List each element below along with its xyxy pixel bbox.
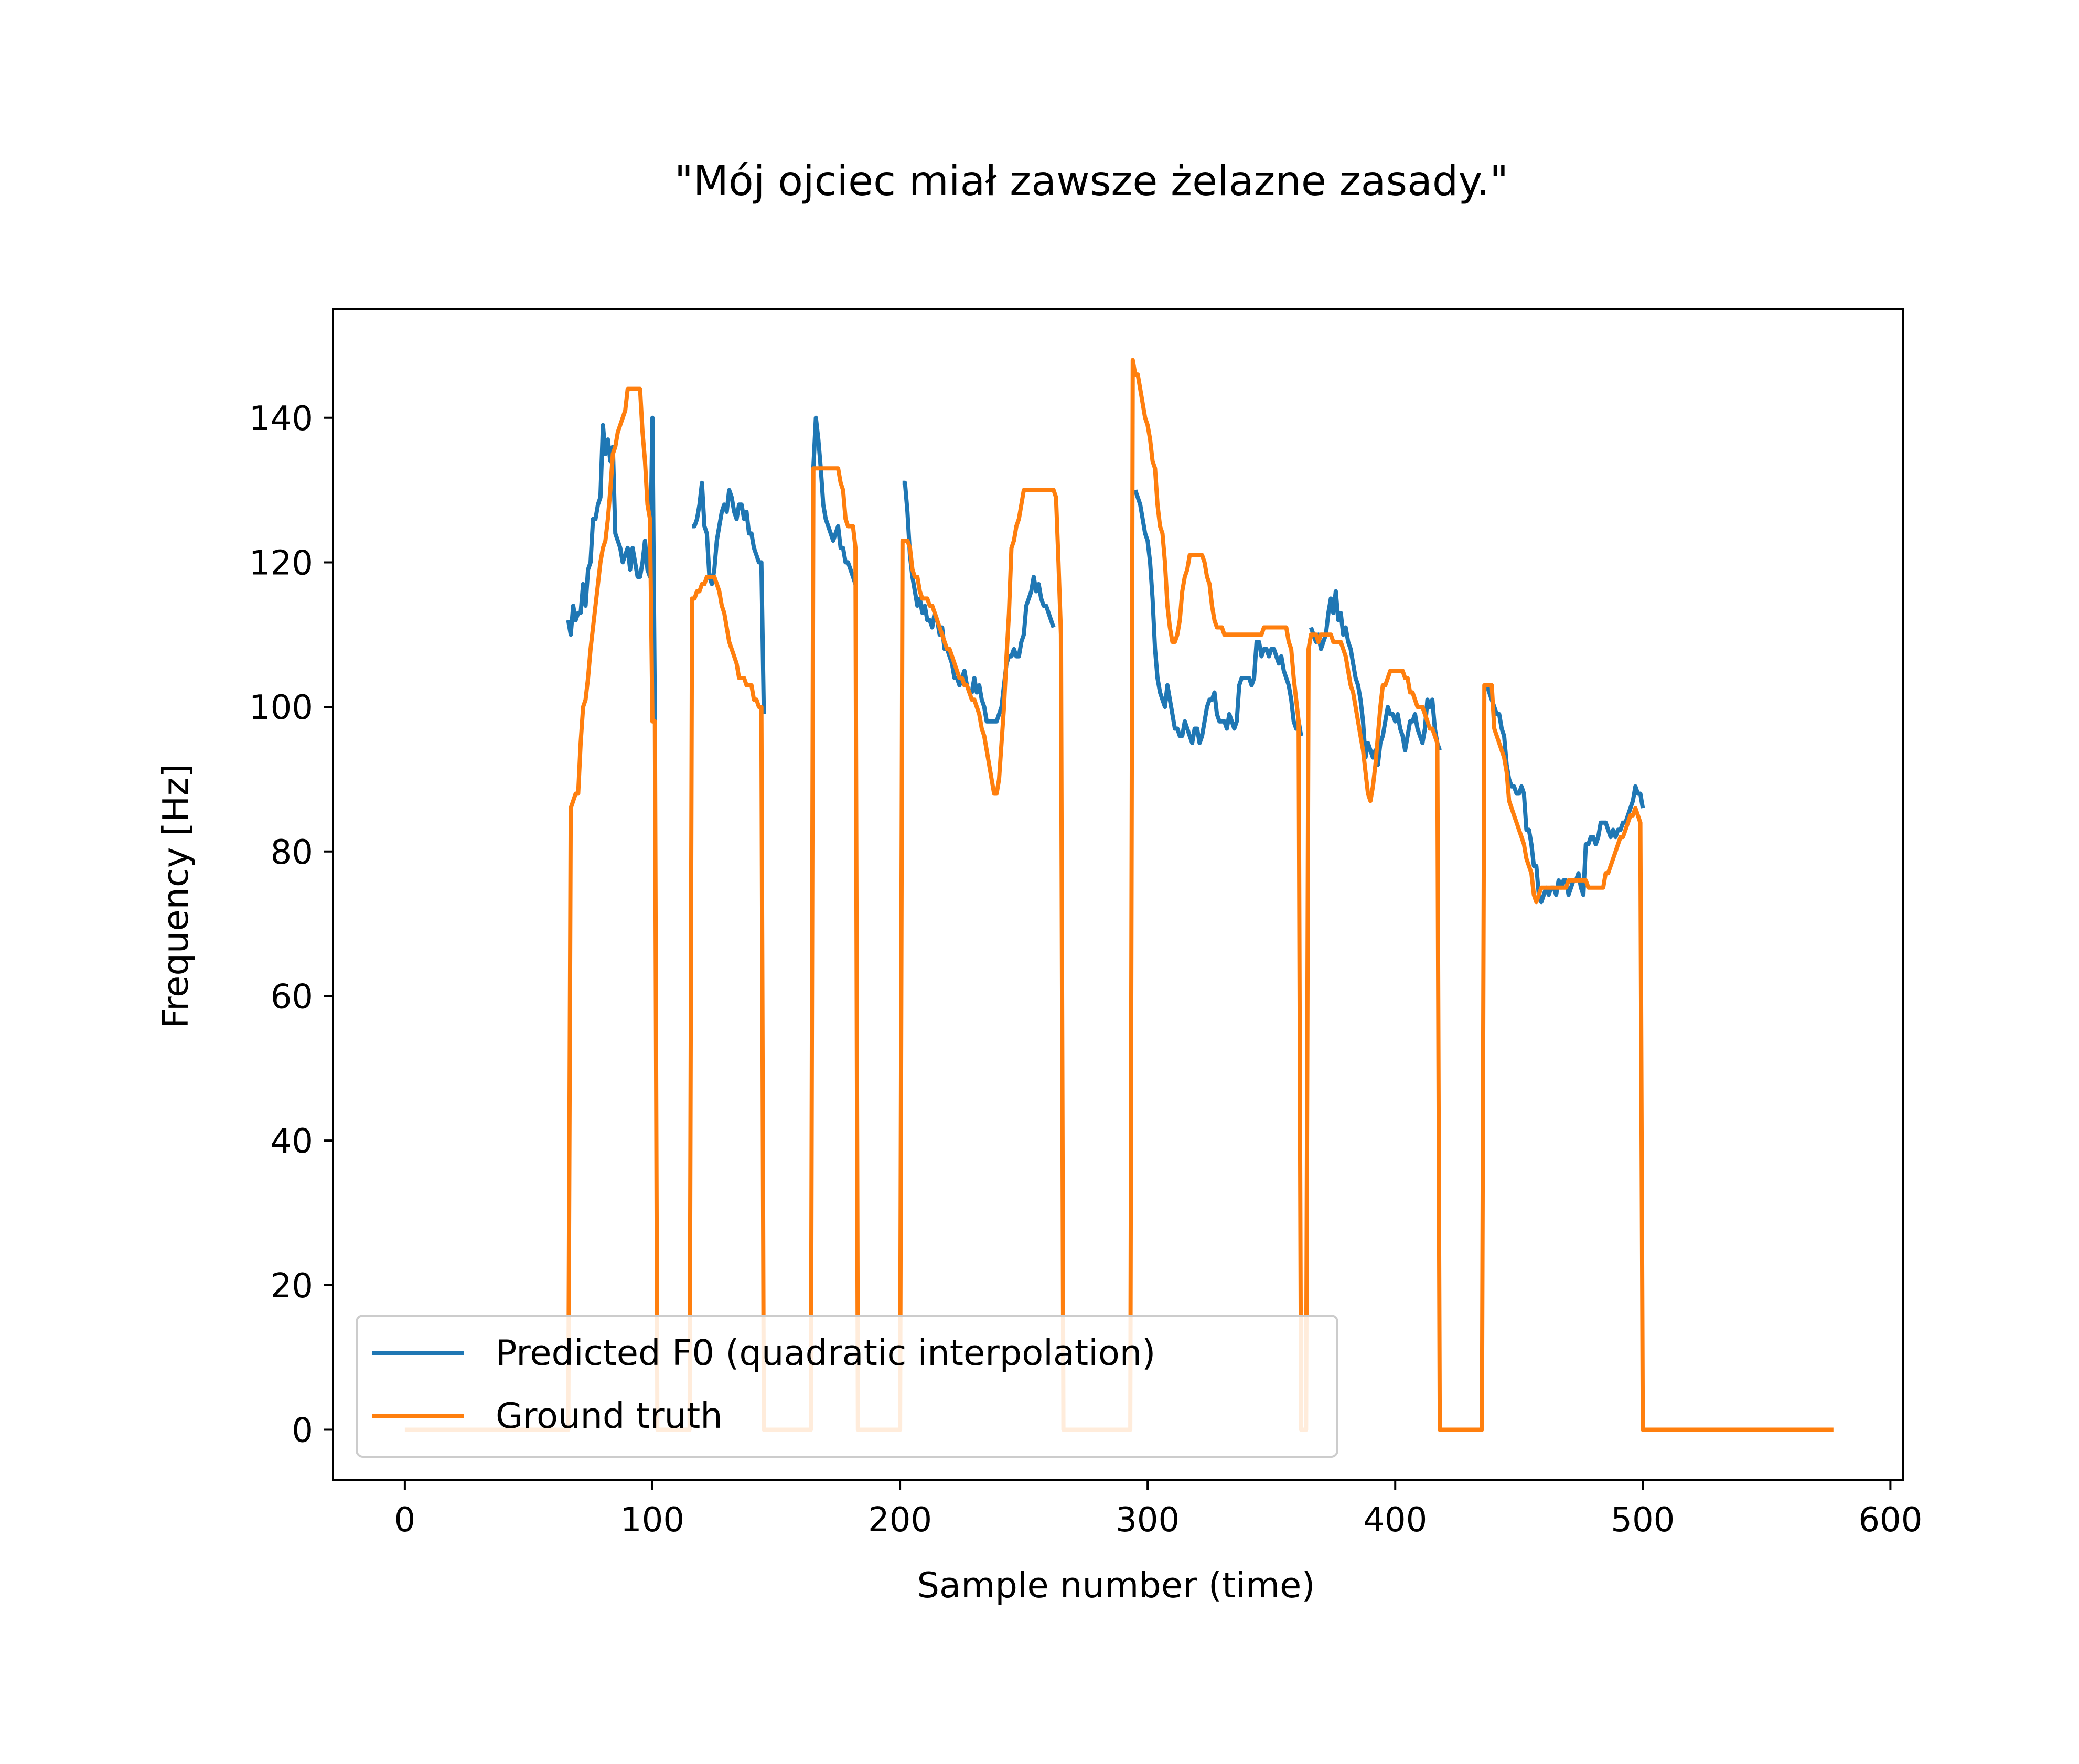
x-tick-label: 600 (1858, 1501, 1922, 1540)
y-tick-label: 120 (249, 544, 313, 583)
x-tick-label: 400 (1363, 1501, 1427, 1540)
y-tick-label: 140 (249, 400, 313, 438)
series-line-predicted-1 (692, 480, 766, 714)
x-axis-title: Sample number (time) (917, 1565, 1315, 1606)
series-line-predicted-4 (1133, 489, 1303, 745)
x-tick-label: 0 (394, 1501, 416, 1540)
y-tick-label: 60 (271, 977, 313, 1016)
x-tick-label: 100 (620, 1501, 684, 1540)
x-tick-label: 300 (1116, 1501, 1180, 1540)
y-tick-label: 80 (271, 833, 313, 872)
axes-frame (332, 308, 1904, 1481)
y-axis-title: Frequency [Hz] (155, 763, 196, 1028)
y-tick-label: 20 (271, 1267, 313, 1306)
chart-title: "Mój ojciec miał zawsze żelazne zasady." (674, 158, 1508, 205)
series-line-predicted-3 (902, 480, 1056, 724)
legend-frame (356, 1315, 1338, 1458)
series-line-predicted-6 (1484, 683, 1645, 905)
legend-label-predicted: Predicted F0 (quadratic interpolation) (496, 1332, 1155, 1373)
legend: Predicted F0 (quadratic interpolation) G… (356, 1315, 1338, 1458)
x-tick-label: 500 (1611, 1501, 1675, 1540)
series-line-ground-truth-0 (404, 358, 1834, 1432)
legend-label-ground-truth: Ground truth (496, 1395, 723, 1436)
x-tick-label: 200 (868, 1501, 932, 1540)
y-tick-label: 100 (249, 689, 313, 727)
y-tick-label: 0 (292, 1412, 313, 1450)
plot-area: 0 100 200 300 400 500 600 0 20 40 60 80 100 120 140 (249, 308, 1922, 1540)
y-tick-label: 40 (271, 1122, 313, 1161)
